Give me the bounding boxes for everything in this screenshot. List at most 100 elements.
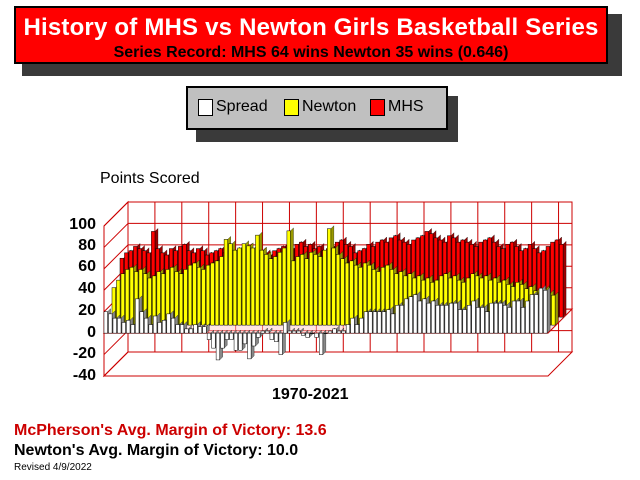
bar-spread — [265, 330, 270, 334]
bar-newton — [179, 273, 184, 326]
bar-newton — [187, 264, 193, 326]
bar-spread — [462, 309, 467, 334]
legend-swatch-spread — [198, 98, 213, 116]
bar-spread — [296, 330, 301, 334]
bar-spread — [135, 298, 140, 334]
y-axis-label: Points Scored — [100, 170, 200, 187]
bar-spread — [507, 307, 512, 334]
bar-spread — [534, 294, 539, 334]
legend-item-mhs: MHS — [370, 98, 424, 116]
bar-spread — [368, 311, 373, 334]
bar-newton — [205, 264, 211, 326]
bar-spread — [386, 309, 391, 334]
bar-spread — [211, 332, 216, 349]
bar-spread — [458, 309, 463, 334]
bar-spread — [126, 320, 131, 334]
bar-spread — [215, 332, 220, 361]
bar-spread — [287, 330, 292, 334]
bar-spread — [498, 302, 503, 334]
bar-spread — [444, 305, 449, 334]
bar-newton — [331, 247, 336, 326]
bar-spread-side — [313, 330, 317, 334]
bar-spread — [543, 290, 548, 334]
revised-date: Revised 4/9/2022 — [14, 462, 92, 473]
bar-mhs — [559, 244, 564, 318]
bar-spread — [188, 328, 194, 334]
bar-newton — [318, 256, 323, 326]
bar-spread — [162, 320, 167, 334]
bar-spread — [345, 324, 351, 334]
bar-spread — [260, 330, 265, 334]
bar-spread — [350, 317, 355, 334]
bar-spread — [525, 300, 530, 334]
legend-item-spread: Spread — [198, 98, 268, 116]
bar-spread — [229, 332, 234, 340]
bar-spread — [417, 300, 422, 334]
y-tick-label: 0 — [87, 324, 96, 341]
newton-margin-note: Newton's Avg. Margin of Victory: 10.0 — [14, 442, 299, 459]
bar-newton — [250, 247, 255, 326]
bar-spread — [179, 324, 185, 334]
legend-label-mhs: MHS — [388, 98, 424, 115]
y-tick-label: -20 — [72, 345, 96, 362]
bar-spread — [314, 332, 319, 338]
y-tick-label: 60 — [78, 258, 96, 275]
bar-spread — [395, 305, 400, 334]
gridline — [103, 244, 129, 270]
bar-spread — [242, 332, 247, 345]
legend-swatch-newton — [284, 98, 299, 116]
bar-spread — [202, 326, 207, 334]
y-tick-label: 100 — [69, 216, 96, 233]
bar-spread — [529, 294, 534, 334]
bar-spread — [305, 332, 310, 338]
bar-newton — [264, 254, 269, 326]
bar-spread — [153, 315, 158, 334]
bar-spread — [381, 311, 386, 334]
bar-spread — [256, 332, 261, 338]
bar-newton — [300, 254, 305, 326]
bar-spread — [422, 298, 427, 334]
bar-spread-side — [546, 286, 551, 334]
bar-newton — [219, 256, 224, 326]
bar-newton — [183, 269, 188, 326]
bar-newton — [322, 249, 327, 326]
bar-spread — [238, 332, 243, 351]
bar-newton — [214, 260, 219, 326]
bar-spread — [440, 305, 445, 334]
x-axis-label: 1970-2021 — [272, 386, 349, 403]
bar-newton — [282, 247, 287, 326]
bar-spread — [413, 294, 418, 334]
bar-spread — [426, 302, 431, 334]
bar-spread — [283, 322, 288, 334]
bar-spread — [480, 307, 485, 334]
bar-spread — [390, 313, 395, 334]
bar-spread — [301, 332, 306, 336]
bar-newton — [340, 258, 345, 326]
bar-spread — [354, 324, 359, 334]
bar-spread — [220, 332, 225, 349]
bar-spread — [372, 311, 377, 334]
gridline — [103, 223, 129, 248]
bar-newton — [291, 260, 296, 326]
bar-newton — [196, 267, 202, 326]
bar-spread — [336, 330, 342, 334]
legend-label-spread: Spread — [216, 98, 268, 115]
bar-newton — [335, 254, 341, 326]
bar-newton — [304, 258, 309, 326]
bar-spread — [171, 317, 176, 334]
bar-spread — [103, 311, 108, 334]
bar-spread — [130, 324, 135, 334]
bar-spread — [520, 307, 525, 334]
bar-spread — [157, 322, 162, 334]
bar-spread — [139, 311, 144, 334]
bar-spread — [377, 311, 382, 334]
bar-newton — [551, 294, 556, 326]
bar-spread — [363, 311, 368, 334]
bar-newton — [349, 260, 354, 326]
y-tick-label: -40 — [72, 367, 96, 384]
bar-spread — [108, 313, 113, 334]
bar-newton — [344, 262, 350, 326]
bar-newton — [327, 228, 332, 326]
bar-spread — [224, 332, 229, 340]
